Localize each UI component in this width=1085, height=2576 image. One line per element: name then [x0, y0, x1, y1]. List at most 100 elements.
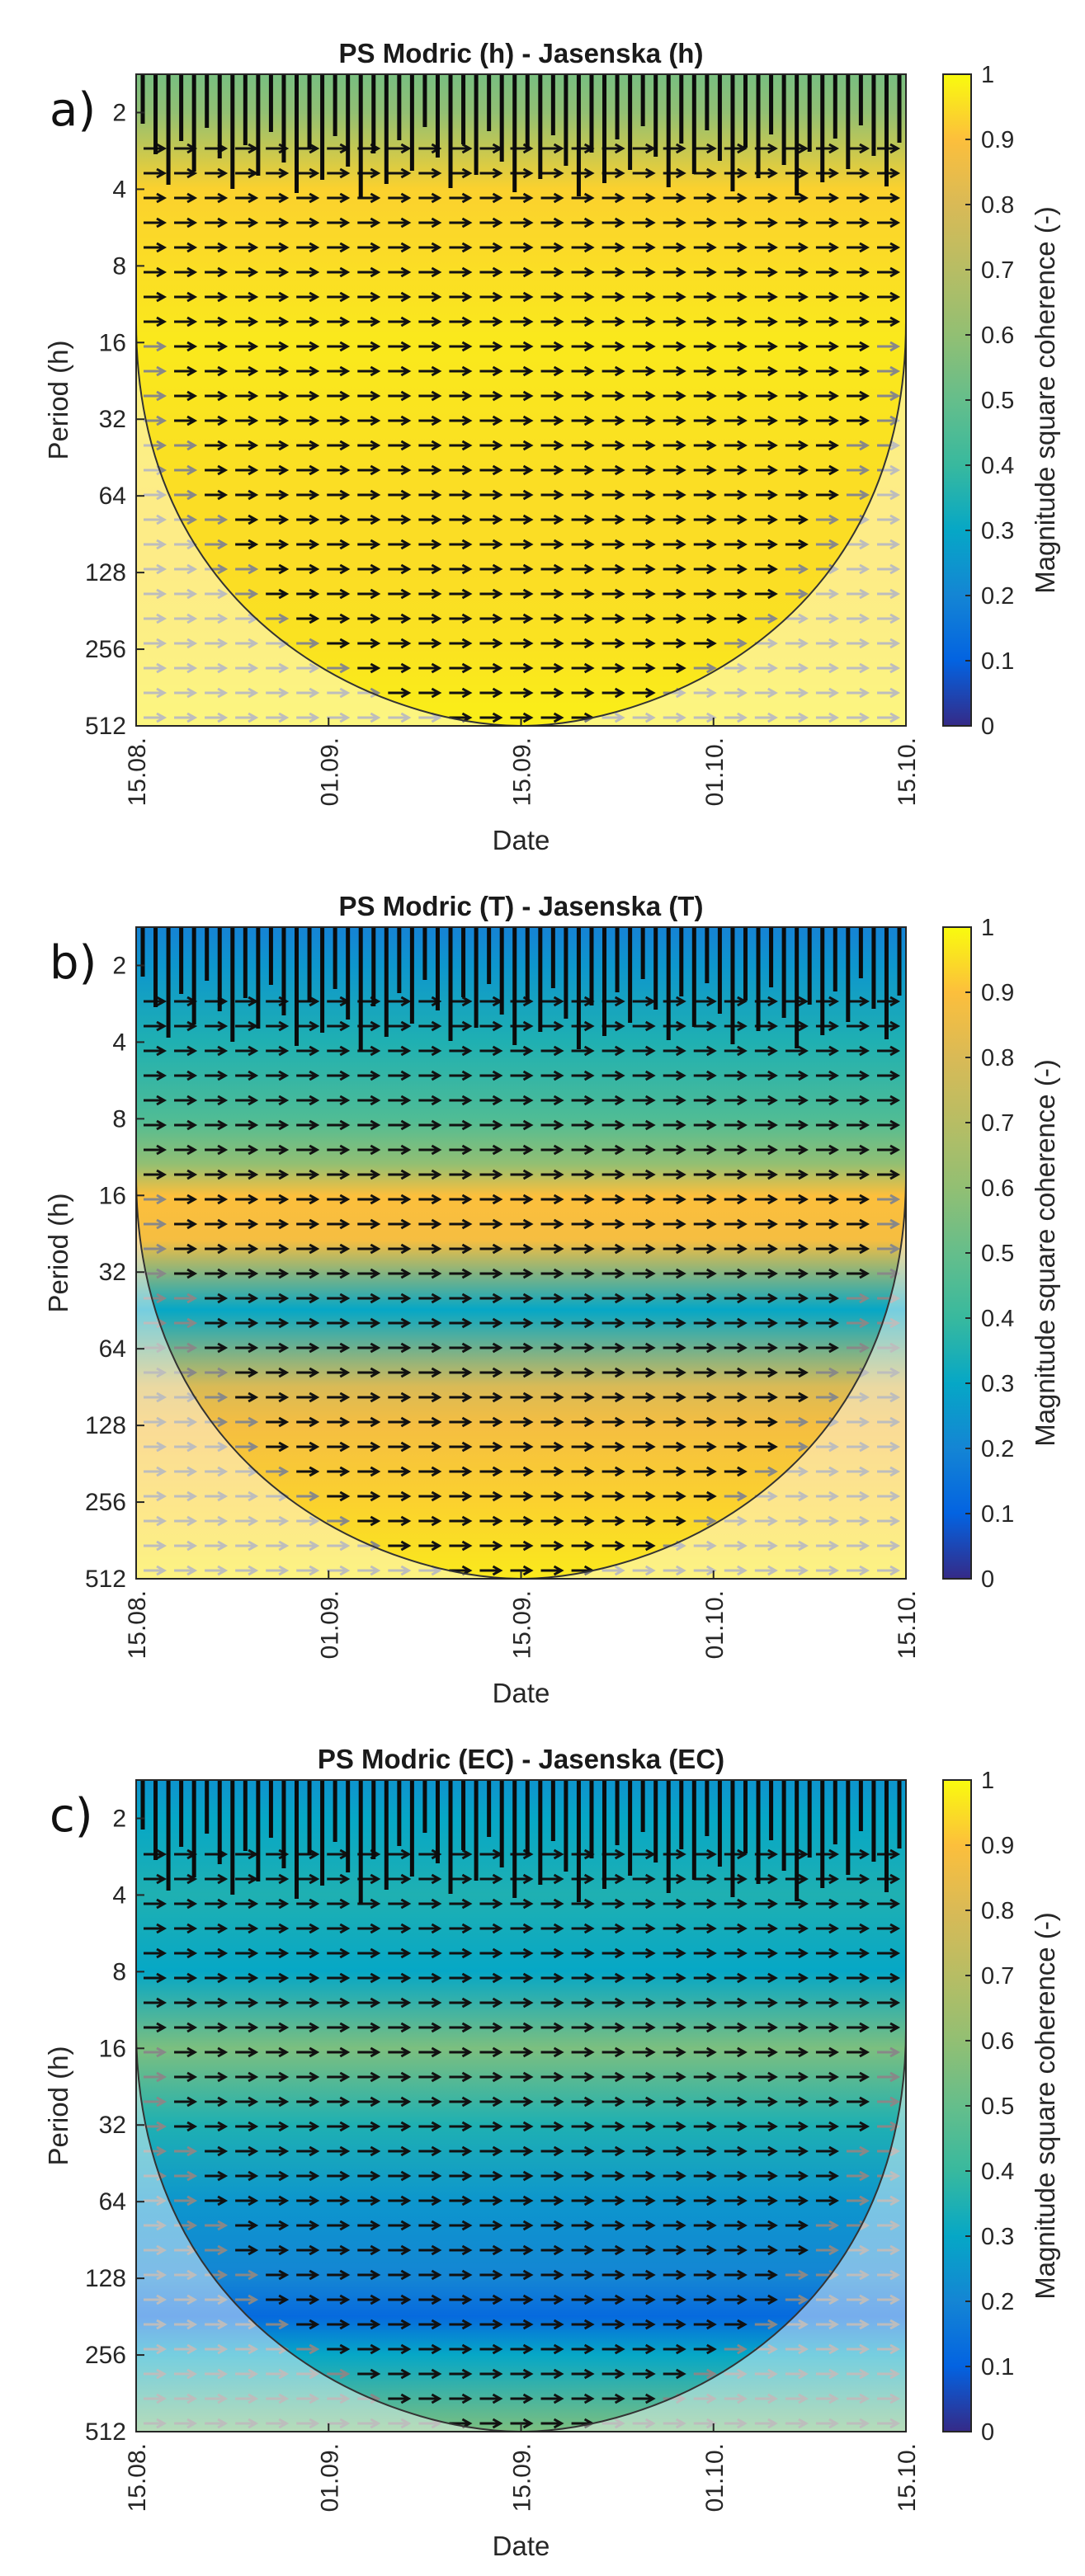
phase-arrow: [540, 1565, 564, 1576]
phase-arrow: [663, 390, 686, 402]
phase-arrow: [510, 341, 534, 352]
phase-arrow: [663, 1565, 686, 1576]
phase-arrow: [418, 1070, 442, 1081]
phase-arrow: [815, 996, 840, 1007]
phase-arrow: [815, 539, 840, 550]
phase-arrow: [388, 563, 412, 575]
phase-arrow: [754, 1095, 778, 1106]
colorbar-tick-label: 1: [981, 1768, 994, 1794]
phase-arrow: [235, 143, 259, 154]
phase-arrow: [632, 291, 656, 303]
phase-arrow: [235, 1293, 259, 1304]
phase-arrow: [327, 1218, 351, 1230]
phase-arrow: [296, 687, 320, 699]
phase-arrow: [510, 662, 534, 674]
phase-arrow: [388, 1194, 412, 1205]
colorbar-tick-label: 0.9: [981, 980, 1014, 1006]
phase-arrow: [632, 365, 656, 377]
phase-arrow: [815, 1070, 840, 1081]
phase-arrow: [785, 1342, 809, 1354]
phase-arrow: [327, 1144, 351, 1156]
phase-arrow: [266, 1045, 290, 1057]
y-tick-label: 32: [99, 1259, 126, 1286]
phase-arrow: [418, 1045, 442, 1057]
y-tick-label: 8: [112, 1105, 126, 1133]
chart-title: PS Modric (h) - Jasenska (h): [339, 38, 704, 68]
phase-arrow: [540, 1194, 564, 1205]
noise-spikes: [140, 74, 902, 197]
phase-arrow: [327, 1392, 351, 1403]
phase-arrow: [724, 1367, 748, 1378]
phase-arrow: [235, 1243, 259, 1255]
phase-arrow: [266, 1169, 290, 1180]
phase-arrow: [571, 1392, 595, 1403]
phase-arrow: [693, 563, 717, 575]
phase-arrow: [266, 1020, 290, 1032]
colorbar-tick-label: 0.7: [981, 1963, 1014, 1990]
phase-arrow: [418, 1466, 442, 1477]
y-tick-label: 4: [112, 1881, 126, 1909]
phase-arrow: [357, 539, 381, 550]
phase-arrow: [479, 489, 503, 501]
phase-arrow: [174, 712, 198, 723]
phase-arrow: [357, 390, 381, 402]
phase-arrow: [540, 1293, 564, 1304]
phase-arrow: [205, 1070, 229, 1081]
phase-arrow: [449, 687, 473, 699]
y-tick-label: 8: [112, 252, 126, 280]
phase-arrow: [632, 266, 656, 278]
phase-arrow: [479, 662, 503, 674]
phase-arrow: [877, 1491, 901, 1502]
phase-arrow: [388, 1491, 412, 1502]
phase-arrow: [877, 1317, 901, 1329]
phase-arrow: [601, 1169, 625, 1180]
phase-arrow: [785, 464, 809, 476]
phase-arrow: [174, 1095, 198, 1106]
phase-arrow: [357, 1293, 381, 1304]
phase-arrow: [174, 1466, 198, 1477]
phase-arrow: [693, 1416, 717, 1428]
phase-arrow: [540, 242, 564, 253]
y-tick-label: 64: [99, 1335, 126, 1363]
phase-arrow: [571, 1095, 595, 1106]
phase-arrow: [449, 390, 473, 402]
phase-arrow: [388, 341, 412, 352]
phase-arrow: [540, 1342, 564, 1354]
coherence-map: [136, 74, 906, 726]
phase-arrow: [846, 1293, 870, 1304]
phase-arrow: [571, 662, 595, 674]
x-tick-label: 01.09.: [316, 1590, 343, 1659]
phase-arrow: [571, 1045, 595, 1057]
phase-arrow: [877, 613, 901, 624]
phase-arrow: [510, 514, 534, 525]
phase-arrow: [510, 1169, 534, 1180]
phase-arrow: [601, 1540, 625, 1552]
phase-arrow: [266, 1367, 290, 1378]
phase-arrow: [205, 1119, 229, 1131]
phase-arrow: [540, 1392, 564, 1403]
phase-arrow: [815, 341, 840, 352]
phase-arrow: [846, 167, 870, 179]
x-tick-label: 15.09.: [509, 737, 536, 806]
phase-arrow: [785, 242, 809, 253]
colorbar-tick-label: 0.8: [981, 192, 1014, 219]
phase-arrow: [357, 1169, 381, 1180]
phase-arrow: [327, 1565, 351, 1576]
phase-arrow: [296, 638, 320, 649]
phase-arrow: [418, 1342, 442, 1354]
phase-arrow: [327, 1095, 351, 1106]
phase-arrow: [357, 1515, 381, 1527]
phase-arrow: [418, 638, 442, 649]
phase-arrow: [693, 588, 717, 600]
colorbar-tick-label: 0: [981, 713, 994, 740]
phase-arrow: [174, 1020, 198, 1032]
phase-arrow: [877, 1392, 901, 1403]
phase-arrow: [479, 365, 503, 377]
phase-arrow: [144, 365, 167, 377]
phase-arrow: [327, 1293, 351, 1304]
phase-arrow: [663, 1466, 686, 1477]
phase-arrow: [205, 539, 229, 550]
phase-arrow: [296, 514, 320, 525]
phase-arrow: [601, 1293, 625, 1304]
phase-arrow: [266, 365, 290, 377]
